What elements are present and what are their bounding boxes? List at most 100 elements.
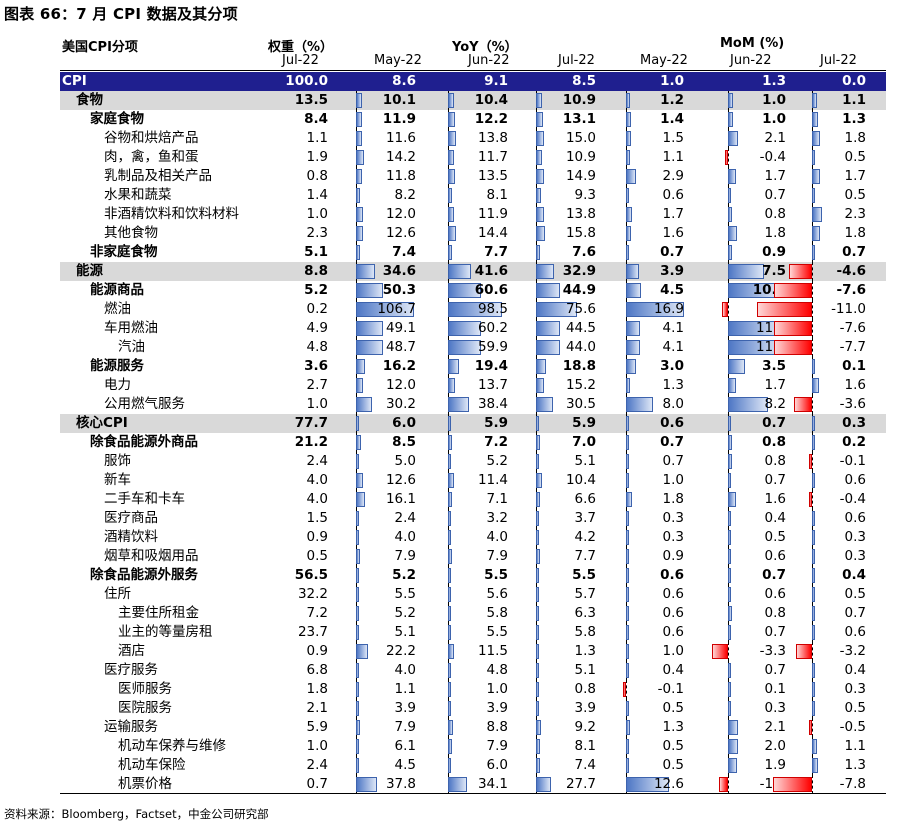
mom-bar-positive bbox=[626, 454, 629, 469]
yoy-bar bbox=[536, 568, 539, 583]
bar-axis bbox=[812, 300, 813, 319]
yoy-bar bbox=[448, 264, 471, 279]
subheader-weight-jul22: Jul-22 bbox=[282, 53, 319, 68]
yoy-value: 16.1 bbox=[385, 491, 416, 507]
table-row: 医院服务 2.1 3.9 3.9 3.9 0.5 0.3 0.5 bbox=[60, 699, 886, 718]
yoy-bar bbox=[536, 454, 539, 469]
weight-value: 4.9 bbox=[306, 320, 328, 336]
yoy-value: 19.4 bbox=[474, 358, 508, 374]
table-row: 能源 8.8 34.6 41.6 32.9 3.9 7.5 -4.6 bbox=[60, 262, 886, 281]
weight-value: 56.5 bbox=[294, 567, 328, 583]
mom-value: 12.6 bbox=[653, 776, 684, 792]
mom-value: 8.0 bbox=[662, 396, 684, 412]
yoy-value: 4.2 bbox=[574, 529, 596, 545]
mom-value: 0.7 bbox=[764, 187, 786, 203]
mom-value: 3.9 bbox=[660, 263, 684, 279]
yoy-bar bbox=[356, 188, 361, 203]
yoy-bar bbox=[356, 283, 384, 298]
mom-value: 0.8 bbox=[764, 605, 786, 621]
yoy-bar bbox=[536, 606, 540, 621]
mom-bar-positive bbox=[626, 587, 629, 602]
yoy-value: 30.5 bbox=[565, 396, 596, 412]
mom-bar-negative bbox=[794, 397, 812, 412]
yoy-value: 30.2 bbox=[385, 396, 416, 412]
yoy-value: 37.8 bbox=[385, 776, 416, 792]
mom-bar-positive bbox=[728, 568, 732, 583]
bar-axis bbox=[728, 775, 729, 794]
weight-value: 2.7 bbox=[306, 377, 328, 393]
yoy-value: 14.9 bbox=[565, 168, 596, 184]
yoy-value: 3.9 bbox=[486, 700, 508, 716]
weight-value: 2.4 bbox=[306, 453, 328, 469]
yoy-value: 7.7 bbox=[484, 244, 508, 260]
mom-bar-positive bbox=[626, 644, 630, 659]
weight-value: 4.0 bbox=[306, 472, 328, 488]
mom-bar-positive bbox=[812, 530, 815, 545]
yoy-value: 5.9 bbox=[484, 415, 508, 431]
subheader-mom-may22: May-22 bbox=[640, 53, 688, 68]
yoy-value: 1.3 bbox=[574, 643, 596, 659]
mom-bar-negative bbox=[774, 321, 812, 336]
weight-value: 0.7 bbox=[306, 776, 328, 792]
yoy-value: 10.9 bbox=[562, 92, 596, 108]
weight-value: 6.8 bbox=[306, 662, 328, 678]
yoy-value: 5.2 bbox=[392, 567, 416, 583]
yoy-value: 5.5 bbox=[572, 567, 596, 583]
yoy-value: 14.2 bbox=[385, 149, 416, 165]
mom-value: 1.0 bbox=[660, 73, 684, 89]
mom-bar-negative bbox=[809, 454, 812, 469]
mom-value: 0.6 bbox=[764, 548, 786, 564]
yoy-bar bbox=[448, 93, 454, 108]
yoy-bar bbox=[448, 416, 452, 431]
mom-value: 0.7 bbox=[844, 605, 866, 621]
row-label: 车用燃油 bbox=[104, 320, 158, 336]
yoy-value: 14.4 bbox=[477, 225, 508, 241]
yoy-value: 7.0 bbox=[572, 434, 596, 450]
yoy-value: 44.0 bbox=[565, 339, 596, 355]
yoy-bar bbox=[448, 530, 451, 545]
mom-value: 2.3 bbox=[844, 206, 866, 222]
mom-value: 4.5 bbox=[660, 282, 684, 298]
row-label: 医疗商品 bbox=[104, 510, 158, 526]
yoy-bar bbox=[448, 283, 482, 298]
yoy-bar bbox=[536, 340, 560, 355]
mom-bar-positive bbox=[812, 150, 815, 165]
mom-bar-positive bbox=[728, 492, 736, 507]
mom-bar-positive bbox=[626, 321, 640, 336]
row-label: 新车 bbox=[104, 472, 131, 488]
yoy-bar bbox=[356, 397, 373, 412]
mom-value: 0.1 bbox=[764, 681, 786, 697]
yoy-bar bbox=[356, 207, 363, 222]
mom-bar-positive bbox=[728, 188, 732, 203]
figure-title: 图表 66：7 月 CPI 数据及其分项 bbox=[4, 5, 238, 23]
yoy-bar bbox=[356, 454, 359, 469]
mom-bar-positive bbox=[728, 530, 731, 545]
subheader-mom-jun22: Jun-22 bbox=[730, 53, 772, 68]
mom-bar-positive bbox=[728, 549, 731, 564]
weight-value: 1.0 bbox=[306, 206, 328, 222]
yoy-value: 11.9 bbox=[477, 206, 508, 222]
row-label: 乳制品及相关产品 bbox=[104, 168, 212, 184]
bar-axis bbox=[728, 642, 729, 661]
mom-value: 1.5 bbox=[662, 130, 684, 146]
table-bottom-rule bbox=[60, 793, 886, 794]
subheader-yoy-jul22: Jul-22 bbox=[558, 53, 595, 68]
mom-value: 1.8 bbox=[844, 225, 866, 241]
table-row: 乳制品及相关产品 0.8 11.8 13.5 14.9 2.9 1.7 1.7 bbox=[60, 167, 886, 186]
yoy-value: 13.8 bbox=[565, 206, 596, 222]
yoy-value: 3.7 bbox=[574, 510, 596, 526]
yoy-bar bbox=[536, 131, 545, 146]
mom-value: 1.3 bbox=[762, 73, 786, 89]
yoy-bar bbox=[356, 492, 365, 507]
row-label: 烟草和吸烟用品 bbox=[104, 548, 199, 564]
mom-bar-positive bbox=[626, 530, 629, 545]
row-label: 食物 bbox=[76, 92, 103, 108]
mom-bar-negative bbox=[757, 302, 812, 317]
yoy-bar bbox=[536, 473, 542, 488]
yoy-bar bbox=[536, 758, 541, 773]
yoy-bar bbox=[356, 131, 363, 146]
row-label: 水果和蔬菜 bbox=[104, 187, 172, 203]
mom-value: 0.3 bbox=[662, 510, 684, 526]
subheader-yoy-may22: May-22 bbox=[374, 53, 422, 68]
table-row: 烟草和吸烟用品 0.5 7.9 7.9 7.7 0.9 0.6 0.3 bbox=[60, 547, 886, 566]
